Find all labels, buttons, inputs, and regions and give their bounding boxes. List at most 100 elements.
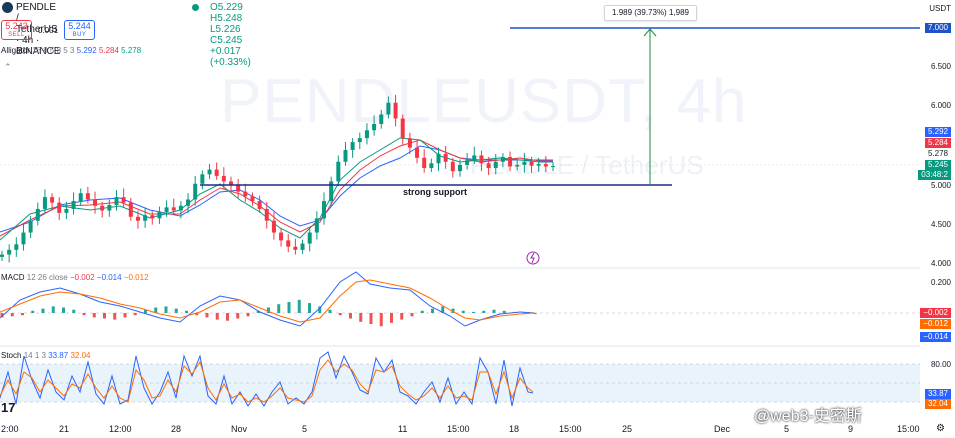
- low-value: L5.226: [210, 24, 241, 35]
- macd-bar: [256, 310, 260, 313]
- candle-body: [128, 202, 133, 217]
- candle-body: [479, 155, 484, 164]
- candle-body: [279, 232, 284, 241]
- alligator-legend[interactable]: Alligator 13 8 5 8 5 3 5.292 5.284 5.278: [1, 46, 141, 55]
- price-label-6000: 6.000: [930, 101, 951, 110]
- stoch-legend[interactable]: Stoch 14 1 3 33.87 32.04: [1, 351, 90, 360]
- candle-body: [21, 232, 26, 245]
- candle-body: [393, 102, 398, 119]
- macd-bar: [349, 313, 352, 319]
- buy-price: 5.244: [68, 21, 91, 31]
- candle-body: [293, 246, 298, 250]
- candle-body: [107, 205, 112, 211]
- candle-body: [379, 114, 384, 124]
- candle-body: [221, 175, 226, 182]
- measure-arrowhead-icon: [643, 28, 657, 37]
- change-value: +0.017 (+0.33%): [210, 46, 251, 68]
- candle-body: [93, 199, 98, 206]
- macd-bar: [287, 302, 291, 313]
- macd-bar: [533, 313, 537, 315]
- time-label: 2:00: [1, 424, 19, 434]
- candle-body: [522, 161, 527, 165]
- time-label: 15:00: [559, 424, 582, 434]
- candle-body: [257, 201, 262, 209]
- candle-body: [100, 205, 105, 211]
- macd-bar: [31, 310, 35, 313]
- macd-signal-value: −0.012: [123, 273, 149, 282]
- price-label-4000: 4.000: [930, 259, 951, 268]
- stoch-label: Stoch: [1, 351, 22, 360]
- stoch-axis-label: 80.00: [930, 360, 951, 369]
- macd-bar: [267, 307, 270, 313]
- candle-body: [457, 164, 462, 172]
- lightning-icon[interactable]: [526, 251, 540, 265]
- candle-body: [71, 201, 76, 209]
- copyright-watermark: @web3-史密斯: [754, 408, 862, 425]
- time-label: 15:00: [447, 424, 470, 434]
- price-label-5500: 5.278: [924, 149, 951, 159]
- macd-bar: [502, 310, 506, 313]
- time-label: 12:00: [109, 424, 132, 434]
- candle-body: [508, 157, 513, 167]
- support-label: strong support: [403, 187, 467, 197]
- time-label: 21: [59, 424, 70, 434]
- candle-body: [150, 215, 155, 219]
- macd-signal-line: [0, 279, 536, 323]
- high-value: H5.248: [210, 13, 243, 24]
- alligator-lips-line: [0, 137, 553, 241]
- symbol-watermark: PENDLEUSDT, 4h: [220, 67, 748, 136]
- price-chart-canvas[interactable]: 17: [0, 0, 920, 420]
- alligator-params: 13 8 5 8 5 3: [32, 46, 75, 55]
- macd-bar: [215, 313, 219, 320]
- time-label: 11: [398, 424, 408, 434]
- macd-bar: [72, 309, 76, 313]
- measure-tooltip: 1.989 (39.73%) 1,989: [604, 5, 697, 21]
- macd-bar: [328, 309, 332, 313]
- buy-button[interactable]: 5.244 BUY: [64, 20, 95, 40]
- macd-bar: [195, 313, 199, 316]
- macd-bar: [226, 313, 229, 321]
- macd-line: [0, 271, 536, 327]
- candle-body: [336, 161, 341, 182]
- candle-body: [57, 202, 62, 213]
- favorite-dot-icon[interactable]: [192, 4, 199, 11]
- macd-bar: [482, 310, 486, 313]
- macd-bar: [451, 308, 455, 313]
- macd-bar: [297, 299, 301, 313]
- time-label: 18: [509, 424, 520, 434]
- candle-body: [364, 130, 369, 139]
- macd-histogram: [0, 299, 537, 327]
- candle-body: [236, 185, 241, 192]
- currency-label[interactable]: USDT: [929, 4, 951, 13]
- candle-body: [551, 166, 555, 168]
- collapse-chevron-icon[interactable]: ⌃: [4, 62, 12, 72]
- macd-params: 12 26 close: [26, 273, 68, 282]
- candle-body: [214, 169, 219, 176]
- candle-body: [515, 164, 520, 167]
- target-price-tag: 7.000: [924, 23, 951, 33]
- macd-bar: [431, 308, 434, 313]
- candle-body: [200, 174, 205, 184]
- macd-bar: [133, 313, 137, 316]
- candle-body: [372, 123, 377, 131]
- sell-button[interactable]: 5.243 SELL: [1, 20, 32, 40]
- macd-bar: [318, 306, 322, 313]
- stoch-d-value: 32.04: [70, 351, 91, 360]
- macd-bar: [164, 306, 168, 313]
- candle-body: [250, 196, 255, 202]
- settings-gear-icon[interactable]: ⚙: [936, 423, 945, 434]
- candle-body: [443, 153, 448, 162]
- candle-body: [0, 254, 4, 257]
- macd-hist-tag: −0.002: [920, 308, 951, 318]
- candle-body: [429, 163, 434, 169]
- candle-body: [493, 161, 498, 169]
- candle-body: [35, 208, 40, 221]
- candle-body: [243, 191, 248, 197]
- macd-bar: [82, 313, 86, 316]
- macd-bar: [41, 308, 45, 313]
- candle-body: [64, 208, 69, 213]
- alligator-teeth-line: [0, 139, 553, 237]
- stoch-d-tag: 32.04: [924, 399, 951, 409]
- symbol-title[interactable]: PENDLE / TetherUS · 4h · BINANCE: [16, 2, 61, 57]
- macd-legend[interactable]: MACD 12 26 close −0.002 −0.014 −0.012: [1, 273, 149, 282]
